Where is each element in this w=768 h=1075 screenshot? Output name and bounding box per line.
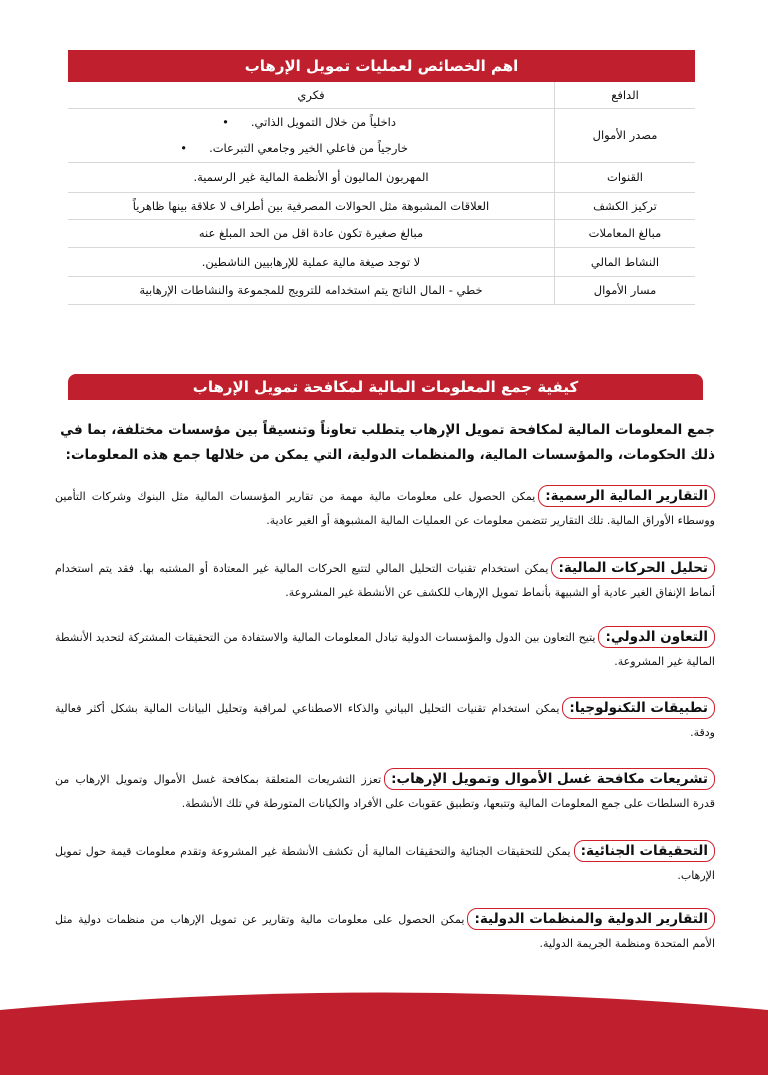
list-item: التقارير الدولية والمنظمات الدولية:يمكن … [55,908,715,956]
intro-paragraph: جمع المعلومات المالية لمكافحة تمويل الإر… [60,422,715,463]
item-text: تعزز التشريعات المتعلقة بمكافحة غسل الأم… [55,773,715,810]
list-item: التقارير المالية الرسمية:يمكن الحصول على… [55,485,715,533]
row-value: العلاقات المشبوهة مثل الحوالات المصرفية … [68,192,555,220]
footer-wave-decoration [0,992,768,1075]
row-value: فكري [68,82,555,109]
item-label: التقارير المالية الرسمية: [538,485,715,507]
row-value: المهربون الماليون أو الأنظمة المالية غير… [68,162,555,193]
row-value: لا توجد صيغة مالية عملية للإرهابيين النا… [68,247,555,277]
item-label: تطبيقات التكنولوجيا: [562,697,715,719]
section-title: كيفية جمع المعلومات المالية لمكافحة تموي… [68,374,703,400]
list-item: خارجياً من فاعلي الخير وجامعي التبرعات. [76,135,408,161]
table-row: الدافع فكري [68,82,695,109]
item-text: يمكن استخدام تقنيات التحليل المالي لتتبع… [55,562,715,599]
row-key: مبالغ المعاملات [554,219,695,248]
table-title: اهم الخصائص لعمليات تمويل الإرهاب [68,50,695,82]
row-key: القنوات [554,162,695,193]
table-row: النشاط المالي لا توجد صيغة مالية عملية لل… [68,247,695,277]
table-row: القنوات المهربون الماليون أو الأنظمة الما… [68,162,695,193]
item-text: يمكن الحصول على معلومات مالية مهمة من تق… [55,490,715,527]
item-label: تحليل الحركات المالية: [551,557,715,579]
table-row: مبالغ المعاملات مبالغ صغيرة تكون عادة اقل… [68,219,695,248]
characteristics-table: اهم الخصائص لعمليات تمويل الإرهاب الدافع… [68,50,695,305]
list-item: تحليل الحركات المالية:يمكن استخدام تقنيا… [55,557,715,605]
table-row: مصدر الأموال داخلياً من خلال التمويل الذ… [68,108,695,163]
item-text: يمكن للتحقيقات الجنائية والتحقيقات المال… [55,845,715,882]
row-key: الدافع [554,82,695,109]
list-item: تطبيقات التكنولوجيا:يمكن استخدام تقنيات … [55,697,715,745]
item-label: تشريعات مكافحة غسل الأموال وتمويل الإرها… [384,768,715,790]
list-item: داخلياً من خلال التمويل الذاتي. [76,109,396,135]
list-item: تشريعات مكافحة غسل الأموال وتمويل الإرها… [55,768,715,816]
bullet-list: داخلياً من خلال التمويل الذاتي. خارجياً … [76,109,546,161]
row-value: خطي - المال الناتج يتم استخدامه للترويج … [68,276,555,305]
item-text: يمكن الحصول على معلومات مالية وتقارير عن… [55,913,715,950]
bullet-text: خارجياً من فاعلي الخير وجامعي التبرعات. [209,141,408,155]
table-row: تركيز الكشف العلاقات المشبوهة مثل الحوالا… [68,192,695,220]
row-key: تركيز الكشف [554,192,695,220]
table-row: مسار الأموال خطي - المال الناتج يتم استخد… [68,276,695,305]
bullet-text: داخلياً من خلال التمويل الذاتي. [250,115,396,129]
row-key: النشاط المالي [554,247,695,277]
row-value: مبالغ صغيرة تكون عادة اقل من الحد المبلغ… [68,219,555,248]
list-item: التعاون الدولي:يتيح التعاون بين الدول وا… [55,626,715,674]
list-item: التحقيقات الجنائية:يمكن للتحقيقات الجنائ… [55,840,715,888]
item-label: التقارير الدولية والمنظمات الدولية: [467,908,715,930]
row-key: مسار الأموال [554,276,695,305]
item-label: التعاون الدولي: [598,626,715,648]
row-key: مصدر الأموال [554,108,695,163]
item-text: يتيح التعاون بين الدول والمؤسسات الدولية… [55,631,715,668]
item-text: يمكن استخدام تقنيات التحليل البياني والذ… [55,702,715,739]
item-label: التحقيقات الجنائية: [573,840,715,862]
